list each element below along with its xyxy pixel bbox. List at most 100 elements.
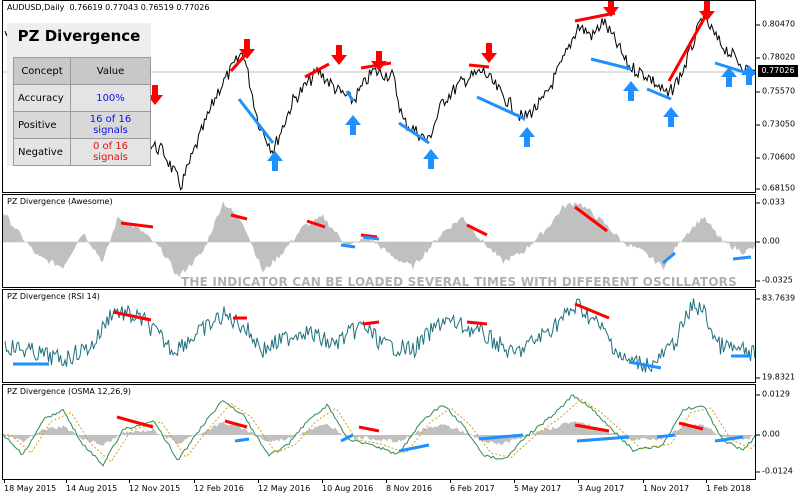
- y-tick-label: -0.0325: [756, 275, 793, 285]
- y-tick-label: -0.0124: [756, 466, 793, 476]
- row-value: 0 of 16 signals: [70, 138, 151, 166]
- bullish-divergence-line: [732, 255, 752, 261]
- osma-macd-line: [3, 394, 755, 467]
- bullish-arrow-icon: [721, 67, 737, 87]
- x-tick-label: 6 Feb 2017: [450, 479, 495, 493]
- row-label: Positive: [13, 111, 71, 139]
- rsi-line: [4, 298, 755, 373]
- x-tick-label: 12 Nov 2015: [129, 479, 181, 493]
- current-price-tag: 0.77026: [758, 65, 798, 77]
- awesome-oscillator-chart: [3, 201, 755, 278]
- bearish-arrow-icon: [603, 1, 619, 17]
- osma-histogram: [3, 420, 755, 447]
- table-header-value: Value: [70, 57, 151, 85]
- bullish-divergence-line: [340, 433, 354, 443]
- bearish-divergence-line: [678, 421, 704, 431]
- rsi-pane-title: PZ Divergence (RSI 14): [7, 292, 100, 301]
- x-tick-label: 3 Aug 2017: [578, 479, 625, 493]
- bearish-divergence-line: [574, 11, 616, 23]
- bearish-divergence-line: [229, 52, 249, 72]
- y-tick-label: 0.00: [756, 236, 780, 246]
- x-tick-label: 14 Aug 2015: [66, 479, 118, 493]
- osma-pane[interactable]: PZ Divergence (OSMA 12,26,9): [2, 384, 756, 480]
- bearish-divergence-line: [468, 63, 490, 69]
- y-tick-label: 0.68150: [755, 183, 796, 193]
- bullish-divergence-line: [362, 235, 380, 241]
- awesome-y-axis[interactable]: 0.033 0.00 -0.0325: [756, 194, 800, 288]
- y-tick-label: 83.7639: [755, 293, 796, 303]
- table-row: Accuracy 100%: [13, 84, 151, 112]
- y-tick-label: 0.75570: [755, 86, 796, 96]
- bearish-divergence-line: [466, 320, 488, 326]
- bullish-divergence-line: [340, 243, 356, 249]
- bearish-arrow-icon: [371, 51, 387, 71]
- awesome-pane-title: PZ Divergence (Awesome): [7, 197, 113, 206]
- x-tick-label: 10 Aug 2016: [322, 479, 374, 493]
- osma-chart: [3, 394, 755, 467]
- bearish-divergence-line: [230, 213, 248, 221]
- bearish-divergence-line: [574, 205, 608, 233]
- x-tick-label: 18 May 2015: [4, 479, 57, 493]
- chart-symbol: AUDUSD,Daily: [7, 3, 65, 12]
- bearish-divergence-line: [120, 221, 154, 229]
- x-tick-label: 1 Nov 2017: [643, 479, 690, 493]
- x-tick-label: 1 Feb 2018: [706, 479, 751, 493]
- bearish-divergence-line: [224, 419, 248, 429]
- bearish-arrow-icon: [331, 45, 347, 65]
- bullish-divergence-line: [662, 251, 676, 265]
- x-tick-label: 12 May 2016: [258, 479, 311, 493]
- bearish-arrow-icon: [481, 43, 497, 63]
- bearish-divergence-line: [574, 423, 610, 433]
- bullish-divergence-line: [345, 90, 355, 102]
- x-tick-label: 8 Nov 2016: [386, 479, 433, 493]
- bearish-arrow-icon: [699, 1, 715, 21]
- bearish-divergence-line: [362, 320, 380, 326]
- bullish-divergence-line: [478, 433, 524, 441]
- bullish-divergence-line: [646, 87, 672, 101]
- bearish-arrow-icon: [147, 85, 163, 105]
- bullish-arrow-icon: [663, 107, 679, 127]
- price-y-axis[interactable]: 0.80470 0.78020 0.75570 0.73050 0.70600 …: [755, 0, 800, 193]
- y-tick-label: 0.73050: [755, 119, 796, 129]
- bearish-divergence-line: [358, 425, 380, 433]
- y-tick-label: 0.0129: [756, 389, 790, 399]
- bearish-divergence-line: [574, 302, 610, 320]
- rsi-pane[interactable]: PZ Divergence (RSI 14): [2, 289, 756, 383]
- bearish-divergence-line: [116, 415, 154, 429]
- bearish-arrow-icon: [239, 39, 255, 59]
- y-tick-label: 0.70600: [755, 152, 796, 162]
- bullish-divergence-line: [628, 360, 662, 370]
- table-header-concept: Concept: [13, 57, 71, 85]
- price-chart-pane[interactable]: AUDUSD,Daily 0.76619 0.77043 0.76519 0.7…: [2, 0, 756, 193]
- panel-title: PZ Divergence: [17, 27, 141, 45]
- ohlc-values: 0.76619 0.77043 0.76519 0.77026: [69, 3, 210, 12]
- bullish-arrow-icon: [623, 81, 639, 101]
- bullish-divergence-line: [590, 57, 632, 71]
- bullish-divergence-line: [476, 95, 526, 121]
- osma-pane-title: PZ Divergence (OSMA 12,26,9): [7, 387, 132, 396]
- y-tick-label: 0.00: [756, 429, 780, 439]
- y-tick-label: 19.8321: [755, 372, 796, 382]
- x-tick-label: 5 May 2017: [514, 479, 562, 493]
- y-tick-label: 0.033: [756, 197, 785, 207]
- rsi-chart: [4, 298, 755, 373]
- bearish-divergence-line: [112, 310, 152, 322]
- rsi-y-axis[interactable]: 83.7639 19.8321: [755, 289, 800, 383]
- table-row: Negative 0 of 16 signals: [13, 138, 151, 166]
- osma-y-axis[interactable]: 0.0129 0.00 -0.0124: [756, 384, 800, 480]
- awesome-oscillator-pane[interactable]: PZ Divergence (Awesome) THE INDICATOR CA…: [2, 194, 756, 288]
- table-row: Positive 16 of 16 signals: [13, 111, 151, 139]
- bullish-divergence-line: [398, 443, 430, 453]
- chart-symbol-header: AUDUSD,Daily 0.76619 0.77043 0.76519 0.7…: [7, 3, 209, 12]
- pz-divergence-info-panel: PZ Divergence Concept Value Accuracy 100…: [7, 23, 151, 166]
- bearish-divergence-line: [360, 233, 378, 239]
- bullish-divergence-line: [656, 433, 676, 439]
- bullish-divergence-line: [714, 435, 744, 443]
- row-label: Negative: [13, 138, 71, 166]
- stats-table: Concept Value Accuracy 100% Positive 16 …: [13, 57, 151, 166]
- x-tick-label: 12 Feb 2016: [194, 479, 244, 493]
- bullish-arrow-icon: [423, 149, 439, 169]
- price-chart: [3, 1, 755, 191]
- time-x-axis[interactable]: 18 May 2015 14 Aug 2015 12 Nov 2015 12 F…: [0, 479, 800, 500]
- row-value: 100%: [70, 84, 151, 112]
